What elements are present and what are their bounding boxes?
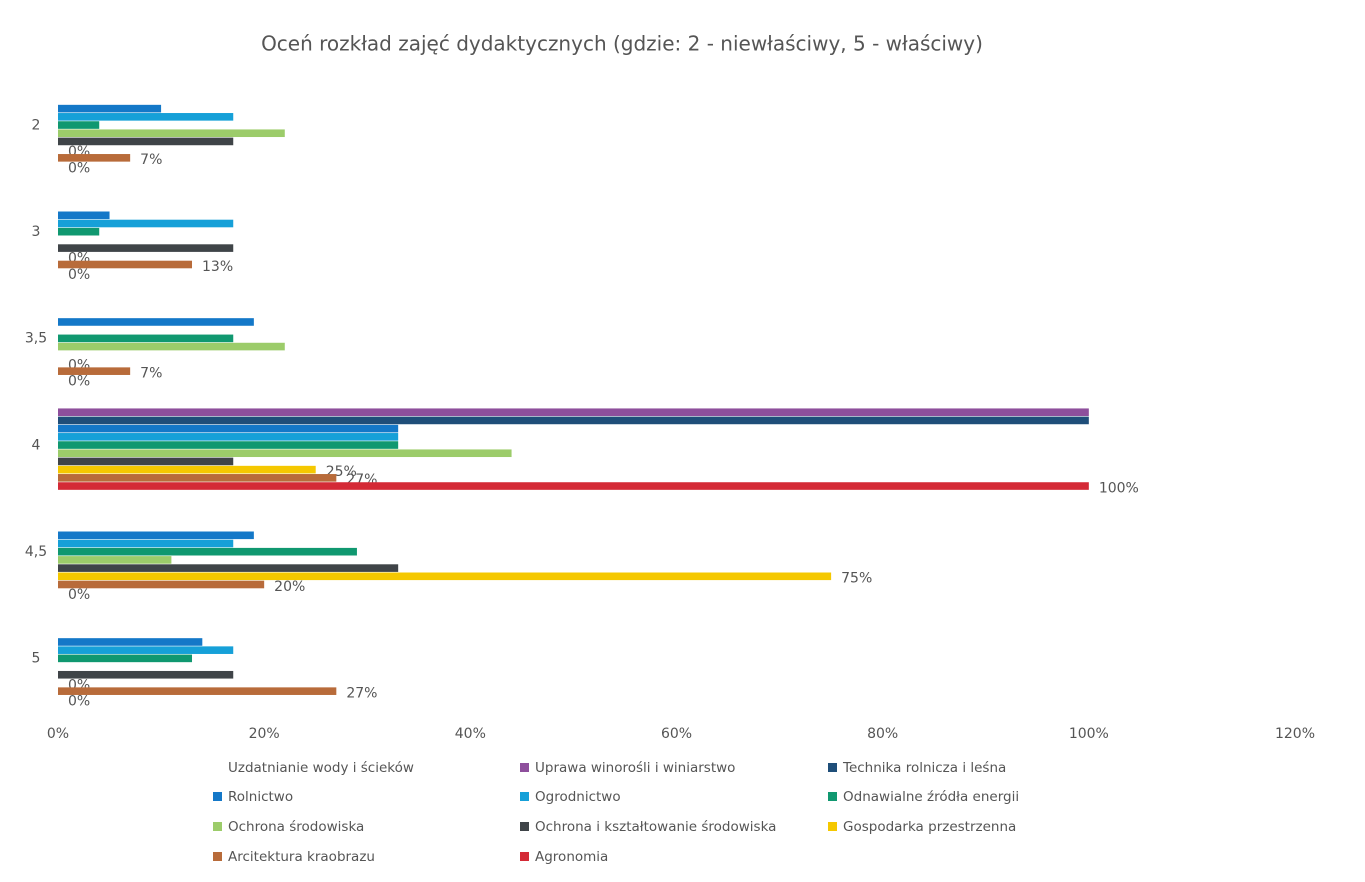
bar	[58, 121, 100, 129]
y-tick-label: 4,5	[25, 544, 47, 560]
bar	[58, 539, 234, 548]
bar	[58, 342, 285, 351]
bar	[58, 449, 512, 458]
bar	[58, 408, 1089, 417]
bar	[58, 457, 234, 466]
data-label: 0%	[68, 374, 90, 390]
legend-label: Agronomia	[535, 849, 608, 865]
data-label: 0%	[68, 267, 90, 283]
legend-swatch	[213, 852, 222, 861]
legend-label: Ochrona środowiska	[228, 819, 364, 835]
bar	[58, 129, 285, 138]
x-tick-label: 100%	[1069, 726, 1109, 742]
data-label: 100%	[1099, 480, 1139, 496]
chart-title: Oceń rozkład zajęć dydaktycznych (gdzie:…	[261, 32, 983, 56]
legend-swatch	[828, 792, 837, 801]
y-tick-label: 3,5	[25, 331, 47, 347]
x-tick-label: 20%	[249, 726, 280, 742]
legend-swatch	[520, 852, 529, 861]
bar	[58, 556, 172, 564]
data-label: 20%	[274, 579, 305, 595]
bar	[58, 564, 399, 572]
bar	[58, 104, 162, 113]
y-tick-label: 5	[32, 651, 41, 667]
bar	[58, 416, 1089, 425]
legend-label: Uzdatnianie wody i ścieków	[228, 760, 414, 776]
bar	[58, 654, 193, 663]
bar	[58, 433, 399, 441]
legend-label: Arcitektura kraobrazu	[228, 849, 375, 865]
y-tick-label: 4	[32, 437, 41, 453]
legend-label: Ogrodnictwo	[535, 789, 621, 805]
legend-swatch	[520, 792, 529, 801]
bar	[58, 113, 234, 121]
bar	[58, 572, 832, 581]
legend-swatch	[828, 763, 837, 772]
bar	[58, 260, 193, 269]
bar	[58, 638, 203, 646]
x-tick-label: 80%	[867, 726, 898, 742]
legend-label: Ochrona i kształtowanie środowiska	[535, 819, 776, 835]
bar	[58, 367, 131, 375]
bar	[58, 580, 265, 589]
bar	[58, 531, 254, 540]
bar	[58, 227, 100, 236]
legend-swatch	[213, 763, 222, 772]
bar	[58, 547, 357, 556]
data-label: 0%	[68, 694, 90, 710]
x-tick-label: 60%	[661, 726, 692, 742]
bar	[58, 465, 316, 474]
data-label: 7%	[140, 152, 162, 168]
legend-swatch	[213, 792, 222, 801]
bar	[58, 334, 234, 343]
bar	[58, 646, 234, 654]
legend-swatch	[213, 822, 222, 831]
bar	[58, 687, 337, 695]
data-label: 7%	[140, 365, 162, 381]
legend-swatch	[520, 763, 529, 772]
bar	[58, 318, 254, 326]
x-tick-label: 120%	[1275, 726, 1315, 742]
bar	[58, 670, 234, 679]
bar	[58, 441, 399, 449]
legend-swatch	[828, 822, 837, 831]
bar	[58, 482, 1089, 490]
bar	[58, 211, 110, 220]
bar	[58, 244, 234, 252]
data-label: 27%	[346, 685, 377, 701]
data-label: 13%	[202, 259, 233, 275]
bar	[58, 424, 399, 433]
legend-label: Technika rolnicza i leśna	[842, 760, 1006, 776]
legend-label: Odnawialne źródła energii	[843, 789, 1019, 805]
data-label: 75%	[841, 571, 872, 587]
legend-swatch	[520, 822, 529, 831]
bar	[58, 219, 234, 228]
legend-label: Uprawa winorośli i winiarstwo	[535, 760, 735, 776]
legend-label: Rolnictwo	[228, 789, 293, 805]
bar	[58, 137, 234, 146]
legend-label: Gospodarka przestrzenna	[843, 819, 1016, 835]
bar	[58, 474, 337, 482]
data-label: 0%	[68, 160, 90, 176]
bar	[58, 154, 131, 162]
x-tick-label: 40%	[455, 726, 486, 742]
data-label: 0%	[68, 587, 90, 603]
x-tick-label: 0%	[47, 726, 69, 742]
y-tick-label: 2	[32, 117, 41, 133]
y-tick-label: 3	[32, 224, 41, 240]
